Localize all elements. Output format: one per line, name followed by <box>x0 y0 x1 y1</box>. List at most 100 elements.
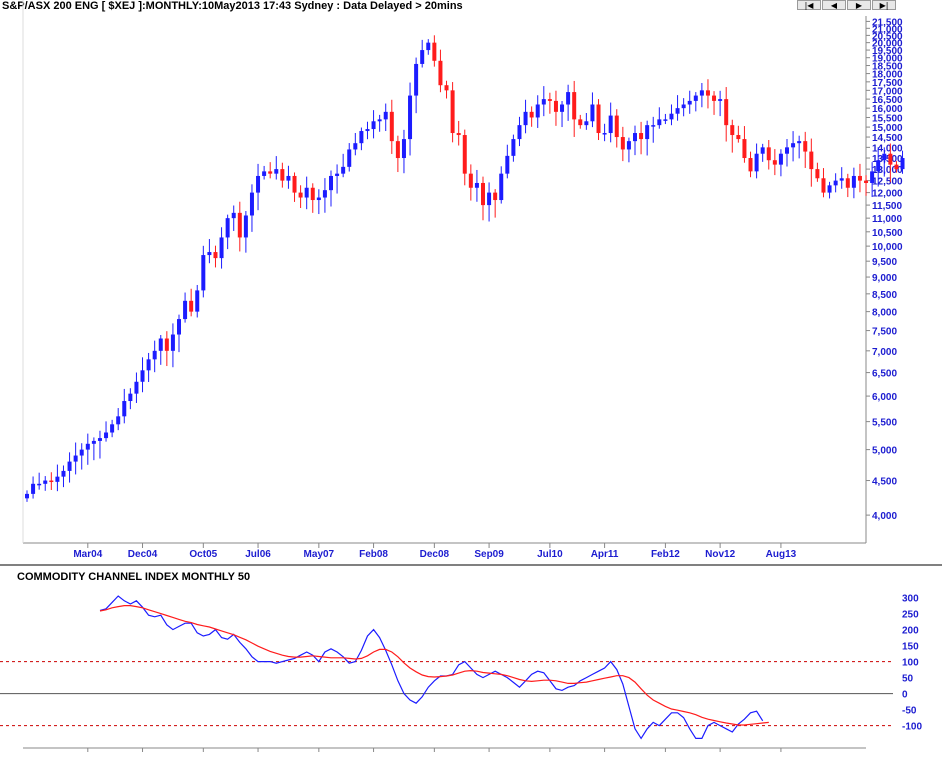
cci-y-tick-label: 300 <box>902 594 919 605</box>
candle-body <box>116 416 121 425</box>
candle-body <box>152 350 157 360</box>
price-y-tick-label: 20,000 <box>872 39 903 50</box>
candle-body <box>620 137 625 150</box>
candle-body <box>845 178 850 188</box>
candle-body <box>140 370 145 382</box>
price-y-tick-label: 7,000 <box>872 347 897 358</box>
candle-body <box>596 104 601 134</box>
candle-body <box>237 212 242 238</box>
candle-body <box>274 169 279 174</box>
candle-body <box>839 178 844 181</box>
candle-body <box>766 147 771 161</box>
candle-body <box>693 95 698 101</box>
candle-body <box>158 338 163 351</box>
candle-body <box>633 133 637 142</box>
candle-body <box>481 182 485 206</box>
candle-body <box>61 470 66 477</box>
candle-body <box>97 438 102 441</box>
candle-body <box>37 483 42 486</box>
price-y-tick-label: 5,500 <box>872 418 897 429</box>
next-page-button[interactable]: ▶ <box>847 0 871 10</box>
candle-body <box>104 432 109 439</box>
candle-body <box>742 139 747 159</box>
candle-body <box>195 290 200 312</box>
price-y-tick-label: 9,000 <box>872 273 897 284</box>
candle-body <box>298 192 303 198</box>
time-x-tick-label: Feb08 <box>359 549 388 560</box>
price-y-tick-label: 18,000 <box>872 70 903 81</box>
candle-body <box>487 192 492 206</box>
candle-body <box>645 125 650 140</box>
candle-body <box>414 63 419 96</box>
first-page-button[interactable]: |◀ <box>797 0 821 10</box>
cci-y-tick-label: 0 <box>902 690 908 701</box>
candle-body <box>718 99 723 101</box>
candle-body <box>663 119 668 121</box>
candle-body <box>280 169 285 181</box>
cci-y-tick-label: 100 <box>902 658 919 669</box>
price-y-tick-label: 8,000 <box>872 308 897 319</box>
candle-body <box>511 139 516 156</box>
candle-body <box>778 153 783 165</box>
price-y-tick-label: 15,500 <box>872 113 903 124</box>
candle-body <box>49 480 54 483</box>
price-y-tick-label: 10,500 <box>872 228 903 239</box>
price-y-tick-label: 21,500 <box>872 17 903 28</box>
candle-body <box>876 160 881 172</box>
cci-signal-line <box>99 605 769 726</box>
candle-body <box>560 104 565 112</box>
candle-body <box>681 104 686 109</box>
price-y-tick-label: 12,500 <box>872 177 903 188</box>
price-y-tick-label: 17,500 <box>872 78 903 89</box>
previous-page-button[interactable]: ◀ <box>822 0 846 10</box>
price-y-tick-label: 11,000 <box>872 214 902 225</box>
cci-y-tick-label: -100 <box>902 722 922 733</box>
candle-body <box>651 125 656 127</box>
time-x-tick-label: Apr11 <box>591 549 619 560</box>
candle-body <box>851 175 856 188</box>
candle-body <box>900 158 905 170</box>
candle-body <box>462 135 467 174</box>
time-x-tick-label: Sep09 <box>474 549 504 560</box>
candle-body <box>523 111 528 126</box>
time-x-tick-label: Aug13 <box>766 549 797 560</box>
price-y-tick-label: 7,500 <box>872 327 897 338</box>
candle-body <box>146 359 151 371</box>
candle-body <box>110 424 115 433</box>
candle-body <box>213 252 218 259</box>
candle-body <box>675 108 680 114</box>
candle-body <box>134 381 139 394</box>
candle-body <box>566 92 571 105</box>
price-y-tick-label: 4,000 <box>872 511 897 522</box>
candle-body <box>657 119 662 126</box>
candle-body <box>201 255 206 291</box>
price-y-tick-label: 14,000 <box>872 143 903 154</box>
price-y-tick-label: 11,500 <box>872 201 902 212</box>
time-x-tick-label: Mar04 <box>73 549 102 560</box>
price-y-tick-label: 14,500 <box>872 133 903 144</box>
time-x-tick-label: Feb12 <box>651 549 680 560</box>
candle-body <box>359 131 364 144</box>
candle-body <box>754 153 759 172</box>
cci-y-tick-label: 50 <box>902 674 914 685</box>
candle-body <box>67 461 72 471</box>
candle-body <box>730 125 735 136</box>
price-y-tick-label: 19,500 <box>872 46 903 57</box>
candle-body <box>304 187 309 198</box>
time-x-tick-label: Dec04 <box>128 549 158 560</box>
last-page-button[interactable]: ▶| <box>872 0 896 10</box>
candle-body <box>164 338 169 351</box>
time-x-tick-label: May07 <box>304 549 335 560</box>
candle-body <box>43 480 48 484</box>
candle-body <box>426 42 431 51</box>
candle-body <box>31 483 36 494</box>
price-y-tick-label: 8,500 <box>872 290 897 301</box>
candle-body <box>401 139 406 159</box>
candle-body <box>122 401 127 417</box>
time-x-tick-label: Jul06 <box>245 549 271 560</box>
candle-body <box>584 121 589 126</box>
candle-body <box>79 449 84 456</box>
candle-body <box>262 171 267 176</box>
